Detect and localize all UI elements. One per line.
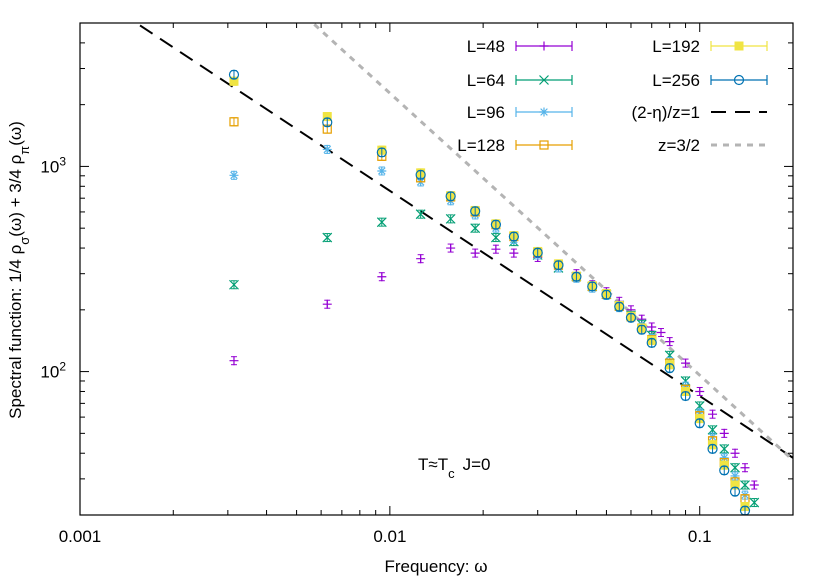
data-point: [229, 170, 239, 180]
data-point: [539, 75, 549, 85]
data-point: [490, 219, 502, 230]
data-point: [322, 117, 333, 128]
data-point: [656, 328, 666, 338]
data-point: [445, 213, 456, 224]
data-point: [749, 480, 759, 490]
data-point: [539, 140, 549, 150]
data-point: [740, 480, 750, 490]
legend-label: L=48: [467, 37, 505, 56]
data-point: [376, 147, 387, 158]
data-point: [646, 337, 657, 348]
data-series: [228, 69, 760, 515]
data-point: [625, 312, 637, 323]
data-point: [587, 281, 598, 292]
data-point: [571, 271, 582, 282]
legend: L=48 L=64 L=96 L=128 L=192 L=256 (2-η)/z=1 z=3/…: [457, 37, 768, 155]
x-axis-label: Frequency: ω: [384, 557, 487, 576]
data-point: [377, 272, 387, 282]
data-point: [730, 471, 740, 481]
data-point: [734, 41, 744, 51]
data-point: [470, 206, 481, 217]
data-point: [708, 409, 718, 419]
data-point: [719, 453, 729, 463]
data-point: [470, 223, 481, 234]
data-point: [539, 107, 549, 117]
data-point: [729, 486, 741, 497]
legend-label: L=64: [467, 71, 505, 90]
data-point: [739, 505, 751, 515]
x-tick-label: 0.1: [688, 527, 712, 546]
x-tick-label: 0.01: [373, 527, 406, 546]
data-point: [719, 428, 729, 438]
data-point: [322, 144, 332, 154]
data-point: [749, 497, 760, 508]
series-l96: [229, 144, 750, 500]
data-point: [694, 418, 705, 429]
data-point: [719, 443, 730, 454]
data-point: [730, 448, 740, 458]
data-point: [490, 232, 501, 243]
data-point: [445, 191, 456, 202]
axis-ticks: 0.001 0.01 0.1 102 103: [40, 22, 794, 546]
data-point: [730, 462, 740, 473]
data-point: [377, 166, 387, 176]
data-point: [229, 117, 239, 127]
data-point: [664, 362, 675, 374]
data-point: [740, 463, 750, 473]
y-tick-label: 103: [40, 154, 66, 176]
data-point: [553, 260, 564, 271]
reference-lines: [134, 23, 793, 462]
series-l128: [229, 117, 750, 504]
legend-label: (2-η)/z=1: [632, 103, 701, 122]
data-point: [509, 248, 519, 258]
data-point: [532, 247, 543, 258]
legend-label: L=256: [652, 71, 700, 90]
legend-label: L=192: [652, 37, 700, 56]
data-point: [415, 209, 426, 220]
data-point: [228, 69, 240, 80]
data-point: [322, 299, 332, 309]
y-tick-label: 102: [40, 360, 66, 382]
data-point: [508, 231, 519, 242]
series-l256: [228, 69, 751, 515]
legend-label: L=96: [467, 103, 505, 122]
data-point: [446, 243, 456, 253]
y-axis-label: Spectral function: 1/4 ρσ(ω) + 3/4 ρπ(ω): [6, 121, 32, 419]
data-point: [719, 465, 730, 476]
data-point: [707, 443, 718, 454]
data-point: [539, 41, 549, 51]
data-point: [322, 232, 333, 243]
data-point: [416, 254, 426, 264]
data-point: [665, 337, 675, 347]
legend-label: L=128: [457, 136, 505, 155]
series-l48: [229, 243, 759, 490]
data-point: [229, 279, 239, 290]
data-point: [601, 289, 612, 300]
data-point: [695, 386, 705, 396]
data-point: [647, 322, 657, 332]
reference-line-1: [310, 23, 793, 462]
data-point: [733, 74, 745, 86]
temperature-annotation: T≈Tc J=0: [418, 455, 491, 481]
legend-label: z=3/2: [658, 136, 700, 155]
data-point: [681, 358, 691, 368]
data-point: [415, 169, 426, 180]
data-point: [376, 217, 387, 228]
data-point: [491, 244, 501, 254]
data-point: [680, 390, 691, 402]
data-point: [229, 356, 239, 366]
data-point: [680, 376, 691, 386]
data-point: [636, 324, 647, 335]
data-point: [470, 248, 480, 258]
data-point: [614, 301, 625, 312]
x-tick-label: 0.001: [59, 527, 102, 546]
plot-frame: [79, 22, 794, 516]
